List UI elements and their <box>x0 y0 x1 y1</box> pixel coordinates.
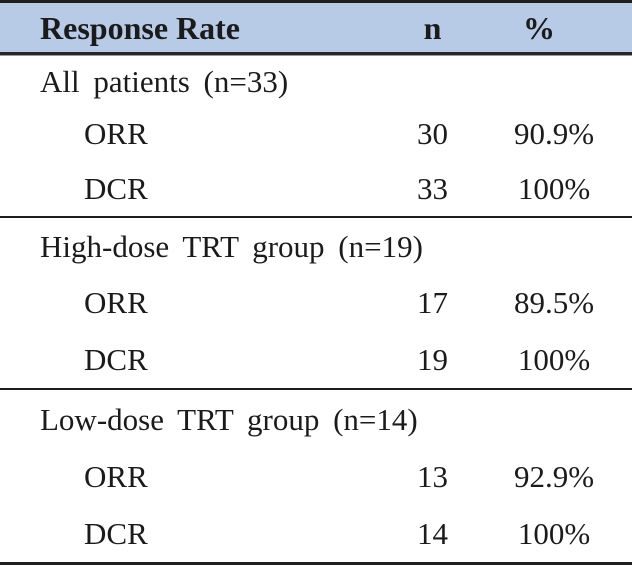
row-label: ORR <box>84 116 148 151</box>
table-row: DCR 19 100% <box>0 331 632 388</box>
cell-n: 17 <box>417 285 448 320</box>
col-header-n: n <box>423 9 442 46</box>
section-all-patients: All patients (n=33) ORR 30 90.9% DCR 33 … <box>0 56 632 216</box>
section-low-dose: Low-dose TRT group (n=14) ORR 13 92.9% D… <box>0 390 632 562</box>
table-row: ORR 30 90.9% <box>0 106 632 161</box>
section-label-row: Low-dose TRT group (n=14) <box>0 390 632 448</box>
table-row: ORR 13 92.9% <box>0 448 632 505</box>
section-label-row: All patients (n=33) <box>0 56 632 106</box>
cell-percent: 89.5% <box>513 285 595 320</box>
section-divider-rule <box>0 216 632 218</box>
cell-percent: 100% <box>517 342 591 377</box>
section-label-row: High-dose TRT group (n=19) <box>0 218 632 274</box>
cell-n: 14 <box>417 516 448 551</box>
row-label: ORR <box>84 285 148 320</box>
section-label: Low-dose TRT group (n=14) <box>40 401 418 437</box>
table-row: DCR 14 100% <box>0 505 632 562</box>
table-row: DCR 33 100% <box>0 161 632 216</box>
cell-n: 33 <box>417 171 448 206</box>
row-label: ORR <box>84 459 148 494</box>
section-high-dose: High-dose TRT group (n=19) ORR 17 89.5% … <box>0 218 632 388</box>
section-label: All patients (n=33) <box>40 63 289 99</box>
cell-percent: 90.9% <box>513 116 595 151</box>
section-label: High-dose TRT group (n=19) <box>40 228 423 264</box>
cell-percent: 100% <box>517 171 591 206</box>
table-bottom-rule <box>0 562 632 565</box>
cell-n: 13 <box>417 459 448 494</box>
cell-percent: 92.9% <box>513 459 595 494</box>
row-label: DCR <box>84 516 148 551</box>
cell-n: 19 <box>417 342 448 377</box>
row-label: DCR <box>84 171 148 206</box>
row-label: DCR <box>84 342 148 377</box>
col-header-percent: % <box>523 9 555 46</box>
col-header-response-rate: Response Rate <box>40 9 240 46</box>
header-thin-rule <box>0 55 632 56</box>
cell-n: 30 <box>417 116 448 151</box>
cell-percent: 100% <box>517 516 591 551</box>
table-header-row: Response Rate n % <box>0 0 632 55</box>
section-divider-rule <box>0 388 632 390</box>
table-row: ORR 17 89.5% <box>0 274 632 331</box>
